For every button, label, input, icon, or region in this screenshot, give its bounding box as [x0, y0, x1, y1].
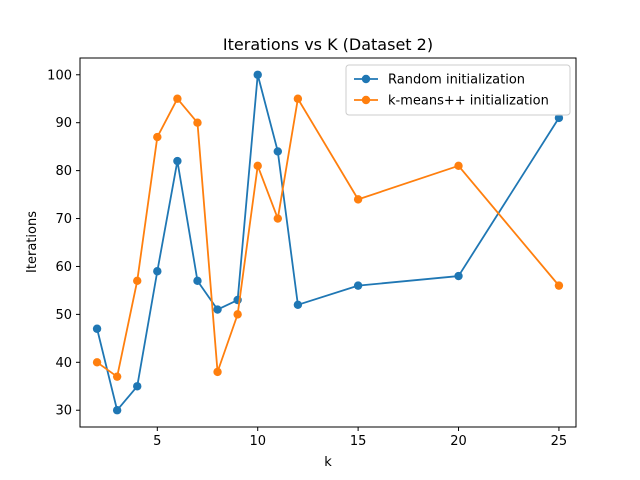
x-tick-label: 5	[153, 434, 161, 449]
data-point	[193, 118, 202, 127]
data-point	[293, 300, 303, 309]
data-point	[293, 94, 303, 103]
y-tick-label: 80	[55, 164, 72, 179]
y-axis: 30 40 50 60 70 80 90 100	[47, 68, 80, 419]
data-point	[233, 310, 242, 319]
legend: Random initialization k-means++ initializ…	[345, 64, 571, 116]
data-point	[454, 161, 463, 171]
data-point	[273, 214, 282, 223]
series-2	[92, 94, 564, 381]
plot-area	[92, 70, 564, 415]
data-point	[173, 156, 182, 166]
data-point	[213, 305, 222, 314]
data-point	[253, 70, 262, 79]
y-tick-label: 70	[55, 212, 72, 227]
legend-item: k-means++ initialization	[354, 94, 549, 109]
legend-marker	[361, 95, 371, 105]
data-point	[454, 271, 463, 281]
series-line	[96, 97, 560, 378]
chart-title: Iterations vs K (Dataset 2)	[223, 35, 433, 54]
legend-item: Random initialization	[354, 73, 525, 88]
legend-box	[345, 64, 571, 116]
data-point	[153, 267, 162, 276]
data-point	[112, 372, 122, 381]
data-point	[133, 276, 142, 286]
y-tick-label: 30	[55, 404, 72, 419]
y-axis-label: Iterations	[25, 211, 40, 273]
data-point	[213, 367, 222, 377]
data-point	[92, 358, 102, 367]
data-point	[554, 113, 564, 123]
series-line	[96, 73, 560, 412]
data-point	[353, 281, 363, 290]
x-tick-label: 15	[350, 434, 367, 449]
data-point	[133, 382, 142, 391]
plot-frame	[79, 57, 577, 428]
y-tick-label: 40	[55, 356, 72, 371]
data-point	[173, 94, 182, 103]
data-point	[554, 281, 564, 290]
x-tick-label: 25	[551, 434, 568, 449]
x-axis: 5 10 15 20 25	[153, 427, 567, 449]
legend-label: Random initialization	[388, 73, 525, 88]
data-point	[112, 406, 122, 415]
data-point	[193, 276, 202, 286]
y-tick-label: 90	[55, 116, 72, 131]
series-1	[92, 70, 564, 415]
data-point	[273, 147, 282, 156]
data-point	[253, 161, 262, 171]
x-tick-label: 20	[450, 434, 467, 449]
data-point	[92, 324, 102, 333]
y-tick-label: 60	[55, 260, 72, 275]
x-tick-label: 10	[249, 434, 266, 449]
y-tick-label: 100	[47, 68, 72, 83]
y-tick-label: 50	[55, 308, 72, 323]
data-point	[153, 132, 162, 142]
data-point	[353, 195, 363, 204]
x-axis-label: k	[324, 455, 332, 470]
legend-marker	[361, 74, 371, 84]
legend-label: k-means++ initialization	[388, 94, 549, 109]
